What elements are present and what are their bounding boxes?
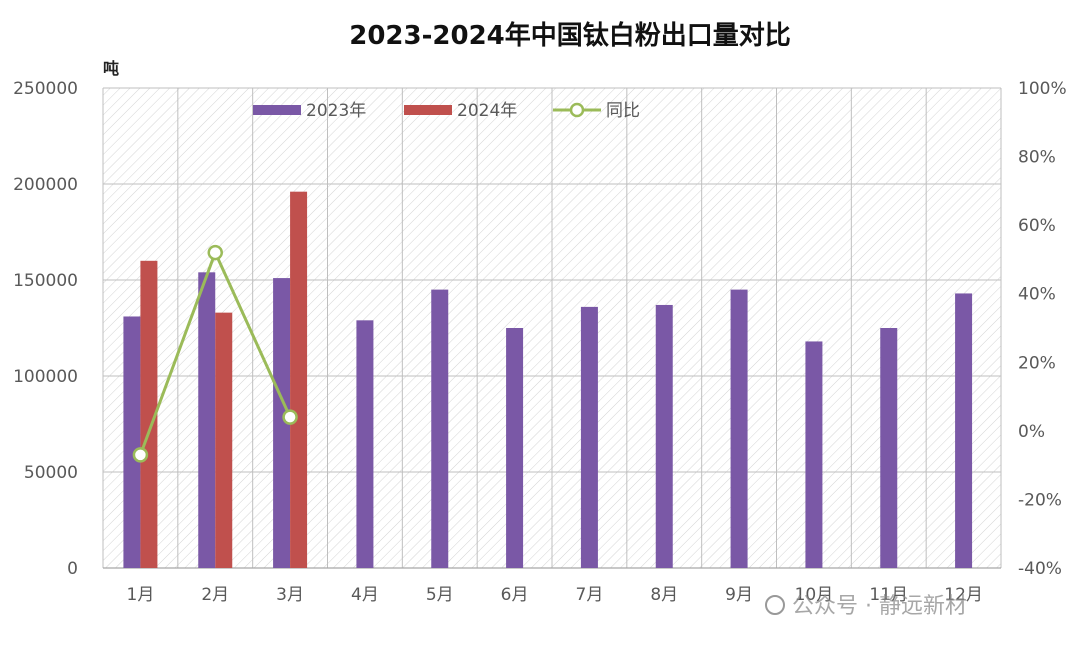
y-tick-label: 250000 (13, 79, 78, 99)
legend-swatch-2024年 (404, 105, 452, 115)
bar-2023年 (198, 272, 216, 568)
y-axis-unit: 吨 (103, 59, 119, 78)
y2-tick-label: -20% (1018, 490, 1062, 510)
x-tick-label: 7月 (576, 585, 604, 605)
watermark-text: 公众号 · 静远新材 (792, 594, 967, 619)
wechat-icon (765, 595, 785, 615)
x-tick-label: 9月 (725, 585, 753, 605)
yoy-point (282, 409, 298, 425)
y-tick-label: 50000 (24, 463, 78, 483)
legend-label: 2024年 (457, 101, 517, 121)
legend-swatch-marker (569, 102, 585, 118)
y2-axis-ticks: 100% 80% 60% 40% 20% 0% -20% -40% (1018, 79, 1067, 579)
bar-2024年 (290, 191, 308, 568)
x-tick-label: 10月 (795, 585, 834, 605)
y2-tick-label: 20% (1018, 353, 1056, 373)
x-tick-label: 4月 (351, 585, 379, 605)
legend: 2023年 2024年 同比 (253, 101, 640, 121)
watermark: 公众号 · 静远新材 (765, 594, 967, 619)
bar-2024年 (140, 260, 158, 568)
x-axis-ticks: 1月 2月 3月 4月 5月 6月 7月 8月 9月 10月 11月 12月 (127, 585, 983, 605)
y2-tick-label: 100% (1018, 79, 1067, 99)
legend-label: 2023年 (306, 101, 366, 121)
bar-2024年 (215, 312, 233, 568)
bar-2023年 (123, 316, 141, 568)
bar-2023年 (880, 328, 898, 568)
y-tick-label: 100000 (13, 367, 78, 387)
yoy-point (207, 244, 223, 261)
bar-2023年 (506, 328, 524, 568)
x-tick-label: 3月 (276, 585, 304, 605)
bars (123, 191, 973, 568)
bar-2023年 (431, 289, 449, 568)
y2-tick-label: -40% (1018, 559, 1062, 579)
x-tick-label: 11月 (869, 585, 908, 605)
gridlines (102, 87, 1002, 569)
yoy-point (132, 447, 149, 463)
y2-tick-label: 40% (1018, 285, 1056, 305)
y2-tick-label: 80% (1018, 148, 1056, 168)
y2-tick-label: 60% (1018, 216, 1056, 236)
y2-tick-label: 0% (1018, 422, 1045, 442)
bar-2023年 (955, 293, 973, 568)
x-tick-label: 6月 (501, 585, 529, 605)
legend-swatch-2023年 (253, 105, 301, 115)
x-tick-label: 2月 (201, 585, 229, 605)
y-tick-label: 200000 (13, 175, 78, 195)
y-axis-ticks: 250000 200000 150000 100000 50000 0 (13, 79, 78, 579)
bar-2023年 (730, 289, 748, 568)
y-tick-label: 0 (67, 559, 78, 579)
y-tick-label: 150000 (13, 271, 78, 291)
bar-2023年 (655, 304, 673, 568)
x-tick-label: 8月 (650, 585, 678, 605)
chart-title: 2023-2024年中国钛白粉出口量对比 (349, 20, 791, 51)
bar-2023年 (356, 320, 374, 568)
x-tick-label: 1月 (127, 585, 155, 605)
legend-label: 同比 (606, 101, 640, 121)
bar-2023年 (580, 306, 598, 568)
yoy-line (132, 244, 298, 463)
x-tick-label: 12月 (944, 585, 983, 605)
x-tick-label: 5月 (426, 585, 454, 605)
bar-2023年 (805, 341, 823, 568)
bar-2023年 (273, 278, 291, 568)
